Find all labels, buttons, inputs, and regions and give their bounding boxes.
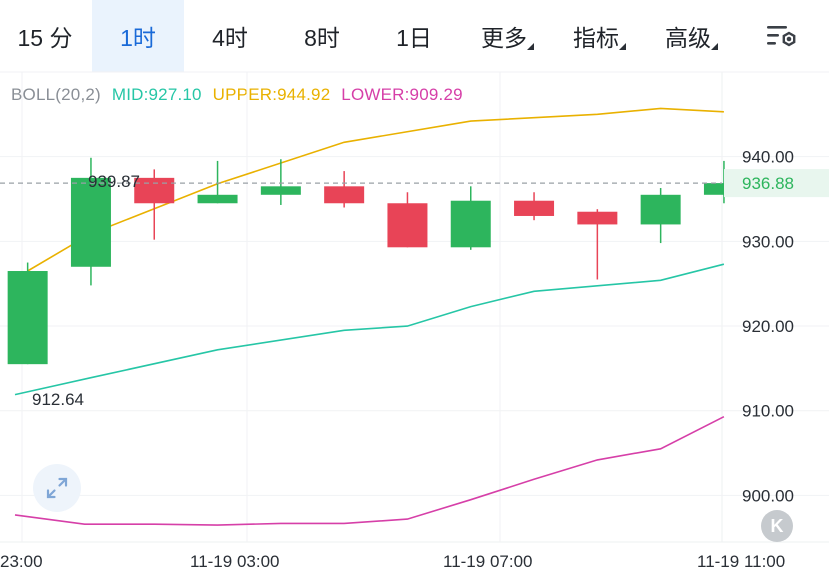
boll-upper-line	[27, 107, 724, 272]
tab-label: 4时	[212, 25, 248, 51]
time-label: 23:00	[0, 552, 43, 571]
tab-label: 指标	[573, 25, 619, 51]
candle-up	[197, 160, 238, 204]
candle-body	[387, 203, 428, 248]
high-price-label: 939.87	[88, 172, 140, 191]
boll-upper-value: UPPER:944.92	[212, 85, 331, 104]
tab-label: 1时	[120, 25, 156, 51]
bollinger-bands	[14, 107, 725, 526]
candle-up	[640, 188, 681, 244]
boll-indicator-legend: BOLL(20,2) MID:927.10 UPPER:944.92 LOWER…	[11, 85, 469, 105]
candle-body	[703, 183, 744, 195]
candle-body	[577, 211, 618, 225]
price-tick-label: 940.00	[742, 148, 794, 167]
candle-up	[70, 157, 111, 286]
candle-down	[134, 169, 175, 240]
candle-body	[514, 200, 555, 216]
candle-body	[70, 177, 111, 267]
current-price-line: 936.88	[0, 169, 829, 198]
fullscreen-button[interactable]	[33, 464, 81, 512]
candle-body	[324, 186, 365, 204]
price-tick-label: 910.00	[742, 402, 794, 421]
price-tick-label: 930.00	[742, 232, 794, 251]
low-price-label: 912.64	[32, 390, 84, 409]
tab-8h[interactable]: 8时	[276, 0, 368, 72]
boll-lower-value: LOWER:909.29	[341, 85, 463, 104]
candle-up	[7, 262, 48, 365]
tab-more-dropdown[interactable]: 更多	[468, 0, 540, 72]
candle-down	[324, 171, 365, 208]
candle-up	[450, 186, 491, 250]
candle-body	[134, 177, 175, 204]
timeframe-tabbar: 15 分 1时 4时 8时 1日 更多 指标 高级	[0, 0, 829, 72]
tab-label: 1日	[396, 25, 432, 51]
candle-body	[197, 194, 238, 204]
candle-body	[640, 194, 681, 225]
tab-1h[interactable]: 1时	[92, 0, 184, 72]
candle-body	[7, 271, 48, 365]
tab-label: 更多	[481, 25, 527, 51]
tab-advanced-dropdown[interactable]: 高级	[652, 0, 724, 72]
price-axis: 940.00 930.00 920.00 910.00 900.00	[742, 148, 794, 506]
candle-body	[450, 200, 491, 248]
candle-up	[703, 160, 744, 204]
tab-label: 高级	[665, 25, 711, 51]
current-price-tag: 936.88	[742, 174, 794, 193]
time-label: 11-19 07:00	[443, 552, 533, 571]
tab-indicators-dropdown[interactable]: 指标	[560, 0, 632, 72]
dropdown-triangle-icon	[527, 43, 534, 50]
tab-label: 15 分	[17, 25, 73, 51]
candle-down	[514, 192, 555, 221]
time-label: 11-19 03:00	[190, 552, 280, 571]
expand-arrows-icon	[46, 477, 68, 499]
candles	[7, 157, 744, 365]
tab-label: 8时	[304, 25, 340, 51]
kline-toggle-button[interactable]: K	[761, 510, 793, 542]
candle-body	[260, 186, 301, 195]
current-price-tag-bg	[724, 169, 829, 198]
dropdown-triangle-icon	[619, 43, 626, 50]
tab-15min[interactable]: 15 分	[0, 0, 90, 72]
tab-4h[interactable]: 4时	[184, 0, 276, 72]
boll-lower-line	[14, 415, 725, 526]
price-tick-label: 900.00	[742, 486, 794, 505]
chart-grid	[0, 71, 829, 543]
indicator-name: BOLL(20,2)	[11, 85, 101, 104]
candle-down	[387, 192, 428, 248]
dropdown-triangle-icon	[711, 43, 718, 50]
candle-up	[260, 159, 301, 205]
chart-settings-icon[interactable]	[764, 22, 800, 52]
price-tick-label: 920.00	[742, 317, 794, 336]
kline-button-label: K	[770, 515, 784, 536]
time-label: 11-19 11:00	[697, 552, 786, 571]
tab-1d[interactable]: 1日	[368, 0, 460, 72]
boll-mid-value: MID:927.10	[111, 85, 202, 104]
candle-down	[577, 209, 618, 280]
boll-mid-line	[14, 263, 725, 396]
